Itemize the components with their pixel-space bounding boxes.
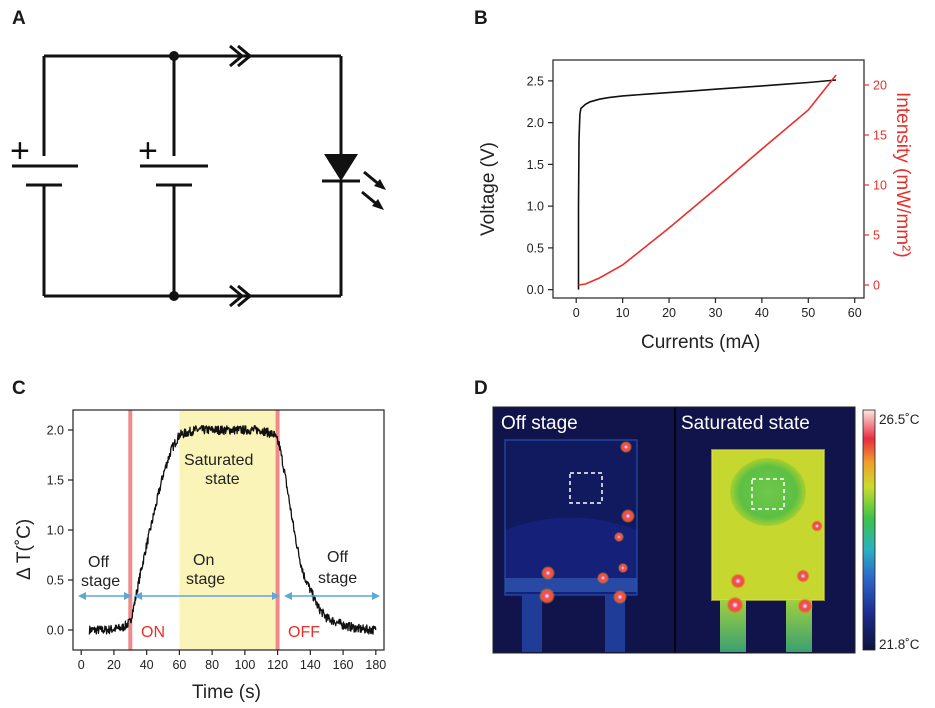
thermal-frame [492,406,856,654]
chart-b-y-tick-label: 1.5 [527,158,544,172]
junction-dot-bottom [169,291,179,301]
chart-c-y-tick-label: 0.0 [47,624,64,638]
chart-b-y-tick-label: 2.0 [527,116,544,130]
battery-mid-plus: + [138,132,158,170]
chart-b-y2-axis-title: Intensity (mW/mm²) [892,92,913,258]
thermal-colorbar: 26.5˚C 21.8˚C [862,409,920,652]
led-diode-icon [324,154,358,181]
chart-b-y2-tick-label: 10 [873,179,887,193]
panel-label-b: B [474,8,488,29]
off-stage-right-line1: Off [327,549,349,566]
off-time-marker [275,410,280,650]
thermal-saturated-label: Saturated state [681,413,810,434]
chart-b-y-ticks: 0.0 0.5 1.0 1.5 2.0 2.5 [527,74,553,297]
chart-c-y-tick-label: 1.5 [47,474,64,488]
chart-c-y-tick-label: 2.0 [47,424,64,438]
chart-b-x-tick-label: 10 [616,306,630,320]
colorbar-max-label: 26.5˚C [879,412,920,427]
saturated-state-line2: state [205,471,240,488]
on-stage-line1: On [193,552,214,569]
chart-b-x-tick-label: 40 [755,306,769,320]
chart-c: 0 20 40 60 80 100 120 140 160 180 0.0 0.5 1.0 1.5 2.0… [14,409,386,703]
off-stage-left-line2: stage [81,573,120,590]
chart-c-x-tick-label: 40 [140,658,154,672]
on-time-marker [128,410,133,650]
chart-c-x-tick-label: 180 [365,658,386,672]
thermal-off-label: Off stage [501,413,578,434]
chart-c-y-tick-label: 1.0 [47,524,64,538]
chart-c-x-tick-label: 0 [78,658,85,672]
chart-c-x-tick-label: 160 [333,658,354,672]
chart-c-y-tick-label: 0.5 [47,574,64,588]
off-marker-label: OFF [288,624,320,641]
chart-b-series [577,74,837,290]
chart-b-y-axis-title: Voltage (V) [478,142,499,236]
chart-b-y2-ticks: 0 5 10 15 20 [864,79,887,293]
chart-c-x-tick-label: 140 [300,658,321,672]
off-stage-left-line1: Off [88,554,110,571]
chart-b-x-ticks: 0 10 20 30 40 50 60 [573,298,862,320]
stage-arrows [78,592,380,600]
chart-c-x-tick-label: 20 [107,658,121,672]
chart-b-x-axis-title: Currents (mA) [641,332,760,353]
chart-c-y-axis-title: Δ T(˚C) [14,519,35,580]
chart-b-y-tick-label: 1.0 [527,200,544,214]
on-stage-line2: stage [186,571,225,588]
chart-b-frame [552,59,865,299]
chart-c-series [88,424,377,635]
chart-b-x-tick-label: 20 [662,306,676,320]
chart-b-y-tick-label: 0.0 [527,283,544,297]
chart-c-x-ticks: 0 20 40 60 80 100 120 140 160 180 [78,650,386,672]
chart-c-x-tick-label: 120 [267,658,288,672]
chart-b-x-tick-label: 0 [573,306,580,320]
current-chevron-top-icon [229,44,253,68]
chart-b-y2-tick-label: 15 [873,129,887,143]
on-marker-label: ON [141,624,165,641]
chart-c-x-tick-label: 80 [205,658,219,672]
chart-b: 0 10 20 30 40 50 60 0.0 0.5 1.0 1.5 2.0 2.5 0 5 10 15 2… [478,59,913,353]
chart-b-x-tick-label: 50 [801,306,815,320]
chart-c-x-tick-label: 100 [234,658,255,672]
chart-b-y-tick-label: 0.5 [527,241,544,255]
current-chevron-bottom-icon [229,284,253,308]
chart-c-y-ticks: 0.0 0.5 1.0 1.5 2.0 [47,424,73,638]
chart-c-series-line-0 [88,424,377,635]
chart-b-series-line-0 [577,79,837,290]
light-emission-arrows-icon [361,170,386,210]
colorbar-min-label: 21.8˚C [879,637,920,652]
junction-dot-top [169,51,179,61]
panel-label-d: D [474,378,488,399]
saturated-region [179,410,278,650]
thermal-image-off: Off stage [493,407,675,653]
thermal-image-saturated: Saturated state [675,407,855,653]
saturated-state-line1: Saturated [184,452,253,469]
panel-label-a: A [12,8,26,29]
chart-c-x-tick-label: 60 [172,658,186,672]
chart-b-y2-tick-label: 5 [873,229,880,243]
chart-c-x-axis-title: Time (s) [192,682,261,703]
battery-left-plus: + [10,132,30,170]
chart-b-series-line-1 [578,74,837,286]
circuit-diagram: + + [10,44,386,308]
panel-label-c: C [12,378,26,399]
chart-b-x-tick-label: 30 [709,306,723,320]
off-stage-right-line2: stage [318,570,357,587]
chart-b-x-tick-label: 60 [848,306,862,320]
chart-b-y2-tick-label: 20 [873,79,887,93]
chart-b-y-tick-label: 2.5 [527,74,544,88]
chart-b-y2-tick-label: 0 [873,279,880,293]
